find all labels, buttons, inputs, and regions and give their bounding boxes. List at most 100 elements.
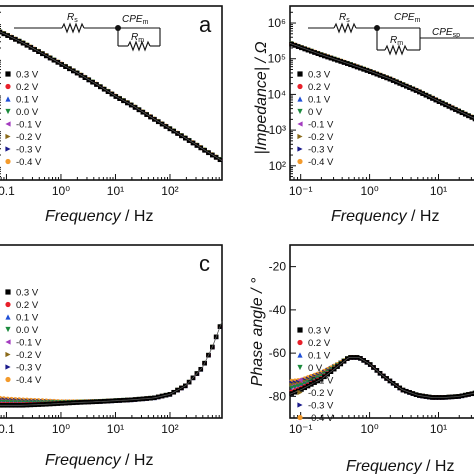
panel-a-legend-label: -0.2 V [16,132,42,143]
panel-b-legend-label: -0.3 V [308,145,334,156]
panel-d-legend-label: -0.3 V [308,401,334,412]
panel-d-ytick-label: -20 [269,260,287,274]
panel-b-legend-label: 0.3 V [308,70,331,81]
panel-b-legend-marker [297,133,303,140]
panel-c-legend-marker [5,289,11,295]
panel-a-legend-marker [5,108,11,115]
panel-b-ytick-label: 10⁵ [268,52,286,66]
circuit-b-rm: Rm [390,35,403,47]
panel-d-ytick-label: -40 [269,303,287,317]
panel-c-legend-label: 0.0 V [16,325,39,336]
panel-c-point [0,399,3,405]
panel-b-ytick-label: 10⁴ [267,87,286,101]
panel-d-xlabel: Frequency / Hz [346,458,454,474]
panel-d-legend-marker [297,364,303,371]
panel-b-ylabel: |Impedance| / Ω [253,42,270,155]
panel-a-legend-label: 0.0 V [16,107,39,118]
panel-a-legend-marker [5,146,11,152]
panel-b-legend-marker [297,83,303,90]
panel-a-xtick-label: 10² [161,184,178,198]
panel-d-legend-marker [297,377,303,383]
panel-c-legend-marker [5,326,11,333]
panel-c-legend-marker [5,339,11,345]
panel-c-legend-label: 0.2 V [16,300,39,311]
panel-c-legend-marker [5,376,11,383]
panel-b-legend-marker [297,108,303,115]
panel-c-legend-label: 0.3 V [16,288,39,299]
panel-b-legend-marker [297,96,303,102]
panel-b-legend-label: -0.4 V [308,157,334,168]
panel-b-legend-label: -0.2 V [308,132,334,143]
circuit-b [308,22,474,56]
panel-a-legend-label: 0.1 V [16,95,39,106]
panel-a-xtick-label: 10⁰ [52,184,70,198]
panel-c-legend-label: -0.2 V [16,350,42,361]
panel-b-xtick-label: 10⁰ [361,184,379,198]
panel-letter-a: a [199,12,212,37]
panel-b-frame [289,5,474,181]
circuit-a-rm: Rm [131,32,144,44]
panel-a-xlabel: Frequency / Hz [45,208,153,225]
panel-b-xtick-label: 10¹ [430,184,447,198]
circuit-b-cpe: CPEm [394,12,421,24]
panel-d-legend-marker [297,352,303,358]
panel-c-legend-label: -0.1 V [16,338,42,349]
panel-a-legend-marker [5,121,11,127]
panel-b-xtick-label: 10⁻¹ [289,184,313,198]
panel-c-legend-label: -0.4 V [16,375,42,386]
panel-a-legend-label: -0.1 V [16,120,42,131]
circuit-a-node [115,25,121,31]
panel-c-xtick-label: 10² [161,422,178,436]
panel-c-xtick-label: 10⁰ [52,422,70,436]
panel-c-fit-line [0,321,223,406]
panel-d-frame [289,244,474,419]
panel-a-legend-label: 0.3 V [16,70,39,81]
panel-b-legend-marker [297,71,303,77]
panel-a-legend-marker [5,133,11,140]
panel-c-legend-marker [5,314,11,320]
circuit-a-rs: Rs [67,12,78,24]
panel-d-fit-line [289,356,474,398]
panel-c-legend-marker [5,301,11,308]
panel-d-legend-label: 0.2 V [308,338,331,349]
panel-a-legend-label: 0.2 V [16,82,39,93]
panel-d-legend-marker [297,402,303,408]
panel-d-legend-label: -0.2 V [308,388,334,399]
panel-d-legend-marker [297,327,303,333]
panel-b-ytick-label: 10⁶ [268,16,286,30]
circuit-b-cpe2: CPEsp [432,27,460,39]
panel-a-legend-marker [5,96,11,102]
panel-a-fit-line [0,31,223,161]
panel-b-fit-line [289,42,474,119]
panel-letter-c: c [199,251,210,276]
panel-b-legend-marker [297,121,303,127]
panel-d-legend-label: 0.3 V [308,326,331,337]
panel-c-xtick-label: 10¹ [107,422,124,436]
panel-c-xtick-label: 0.1 [0,422,15,436]
panel-d-legend-label: -0.1 V [308,376,334,387]
panel-b-legend-marker [297,146,303,152]
panel-c-xlabel: Frequency / Hz [45,452,153,469]
panel-c-legend-marker [5,364,11,370]
panel-d-legend-marker [297,414,303,421]
panel-c-legend-marker [5,351,11,358]
circuit-b-rs: Rs [339,12,350,24]
panel-b-legend-label: -0.1 V [308,120,334,131]
panel-b-ytick-label: 10² [269,159,286,173]
panel-a-xtick-label: 0.1 [0,184,15,198]
panel-d-legend-marker [297,339,303,346]
panel-d-legend-label: 0.1 V [308,351,331,362]
panel-b-xlabel: Frequency / Hz [331,208,439,225]
panel-d-xtick-label: 10⁻¹ [289,422,313,436]
panel-a-legend-label: -0.3 V [16,145,42,156]
panel-a-legend-marker [5,71,11,77]
panel-d-ytick-label: -60 [269,346,287,360]
panel-d-legend-marker [297,389,303,396]
panel-c-legend-label: 0.1 V [16,313,39,324]
panel-a-legend-marker [5,83,11,90]
circuit-a [14,22,161,52]
panel-b-legend-marker [297,158,303,165]
panel-a-xtick-label: 10¹ [107,184,124,198]
panel-d-ylabel: Phase angle / ° [249,277,266,386]
